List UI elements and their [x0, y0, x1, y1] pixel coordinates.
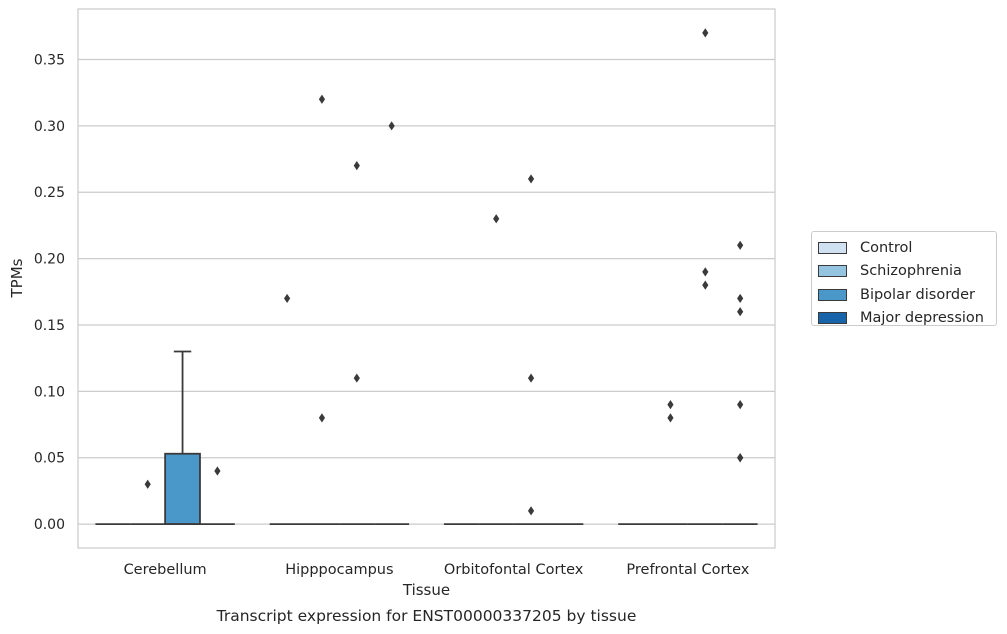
- y-tick-label: 0.15: [34, 318, 65, 334]
- x-axis-label: Tissue: [402, 581, 450, 599]
- outlier-point: [284, 293, 291, 304]
- x-tick-label: Cerebellum: [124, 562, 207, 578]
- outlier-point: [144, 479, 151, 489]
- chart-title: Transcript expression for ENST0000033720…: [216, 607, 637, 625]
- outlier-point: [667, 413, 674, 423]
- outlier-point: [214, 466, 221, 476]
- y-tick-label: 0.25: [34, 185, 65, 201]
- legend: Control Schizophrenia Bipolar disorder M…: [811, 231, 997, 326]
- legend-swatch: [818, 241, 847, 254]
- legend-label: Control: [860, 239, 913, 256]
- legend-swatch: [818, 288, 847, 301]
- x-tick-labels: Cerebellum Hipppocampus Orbitofontal Corte…: [124, 562, 750, 578]
- outlier-point: [737, 293, 744, 304]
- legend-label: Bipolar disorder: [860, 286, 975, 303]
- outlier-point: [737, 453, 744, 463]
- x-tick-label: Orbitofontal Cortex: [444, 562, 584, 578]
- legend-item-schizophrenia: Schizophrenia: [818, 260, 996, 284]
- outlier-point: [702, 267, 709, 277]
- y-tick-label: 0.05: [34, 451, 65, 467]
- y-tick-label: 0.00: [34, 517, 65, 533]
- legend-swatch: [818, 265, 847, 278]
- y-axis-label: TPMs: [8, 258, 26, 298]
- outlier-point: [737, 307, 744, 317]
- outlier-point: [493, 214, 500, 224]
- y-tick-labels: 0.00 0.05 0.10 0.15 0.20 0.25 0.30 0.35: [34, 52, 65, 533]
- legend-item-control: Control: [818, 236, 996, 260]
- outlier-point: [318, 413, 326, 423]
- legend-label: Schizophrenia: [860, 263, 962, 280]
- y-tick-label: 0.20: [34, 252, 65, 268]
- outlier-point: [702, 28, 709, 38]
- outlier-point: [737, 240, 744, 250]
- legend-label: Major depression: [860, 310, 984, 327]
- box: [164, 452, 201, 526]
- x-tick-label: Hipppocampus: [285, 562, 393, 578]
- y-tick-label: 0.35: [34, 52, 65, 68]
- outlier-point: [702, 280, 709, 290]
- legend-swatch: [818, 312, 847, 325]
- outlier-point: [353, 373, 360, 383]
- outlier-point: [527, 506, 535, 516]
- legend-item-major-depression: Major depression: [818, 307, 996, 331]
- outlier-point: [527, 373, 535, 383]
- outlier-point: [318, 94, 326, 104]
- outlier-points: [144, 28, 744, 516]
- outlier-point: [527, 174, 535, 184]
- x-tick-label: Prefrontal Cortex: [626, 562, 749, 578]
- outlier-point: [388, 121, 395, 131]
- y-tick-label: 0.10: [34, 384, 65, 400]
- legend-item-bipolar-disorder: Bipolar disorder: [818, 283, 996, 307]
- outlier-point: [737, 400, 744, 410]
- y-tick-label: 0.30: [34, 119, 65, 135]
- outlier-point: [667, 400, 674, 410]
- plot-frame: [77, 8, 776, 549]
- outlier-point: [353, 161, 360, 171]
- boxes: [95, 350, 758, 526]
